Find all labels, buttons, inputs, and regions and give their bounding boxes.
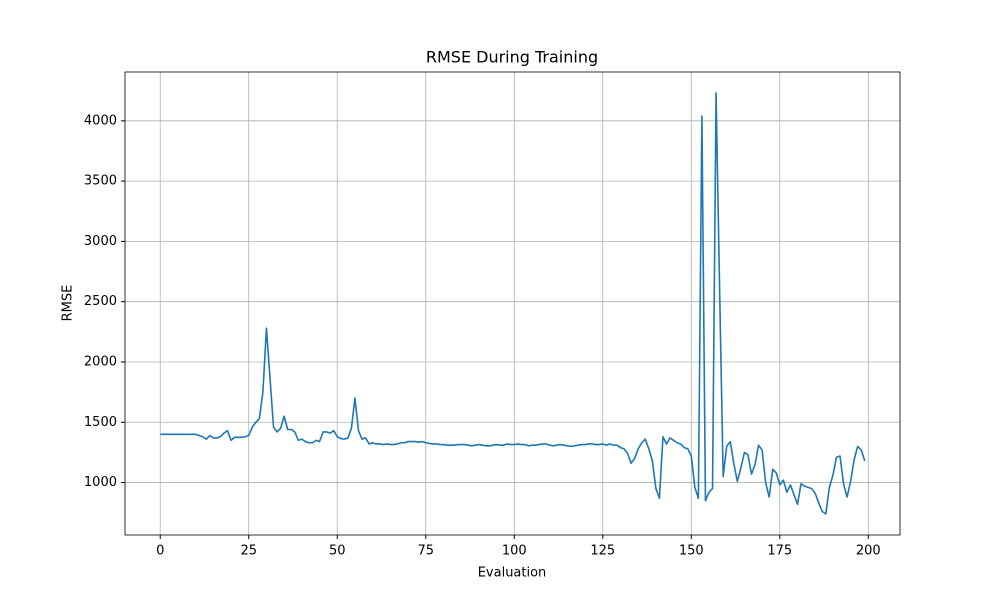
x-tick-label: 100	[502, 544, 527, 559]
x-tick-label: 25	[240, 544, 257, 559]
data-line	[160, 92, 866, 515]
x-tick-label: 125	[590, 544, 615, 559]
y-tick-label: 3000	[84, 234, 117, 249]
y-tick-label: 2000	[84, 354, 117, 369]
y-tick-label: 1000	[84, 475, 117, 490]
y-tick-label: 3500	[84, 174, 117, 189]
y-tick-label: 2500	[84, 294, 117, 309]
y-tick-label: 1500	[84, 415, 117, 430]
plot-frame	[124, 71, 901, 536]
x-axis-label: Evaluation	[478, 566, 547, 581]
y-axis-label: RMSE	[61, 285, 76, 322]
x-tick-label: 150	[679, 544, 704, 559]
x-tick-label: 175	[767, 544, 792, 559]
x-tick-label: 0	[156, 544, 164, 559]
y-tick-label: 4000	[84, 113, 117, 128]
x-tick-label: 200	[856, 544, 881, 559]
x-tick-label: 50	[329, 544, 346, 559]
chart-title: RMSE During Training	[426, 48, 598, 67]
x-tick-label: 75	[417, 544, 434, 559]
